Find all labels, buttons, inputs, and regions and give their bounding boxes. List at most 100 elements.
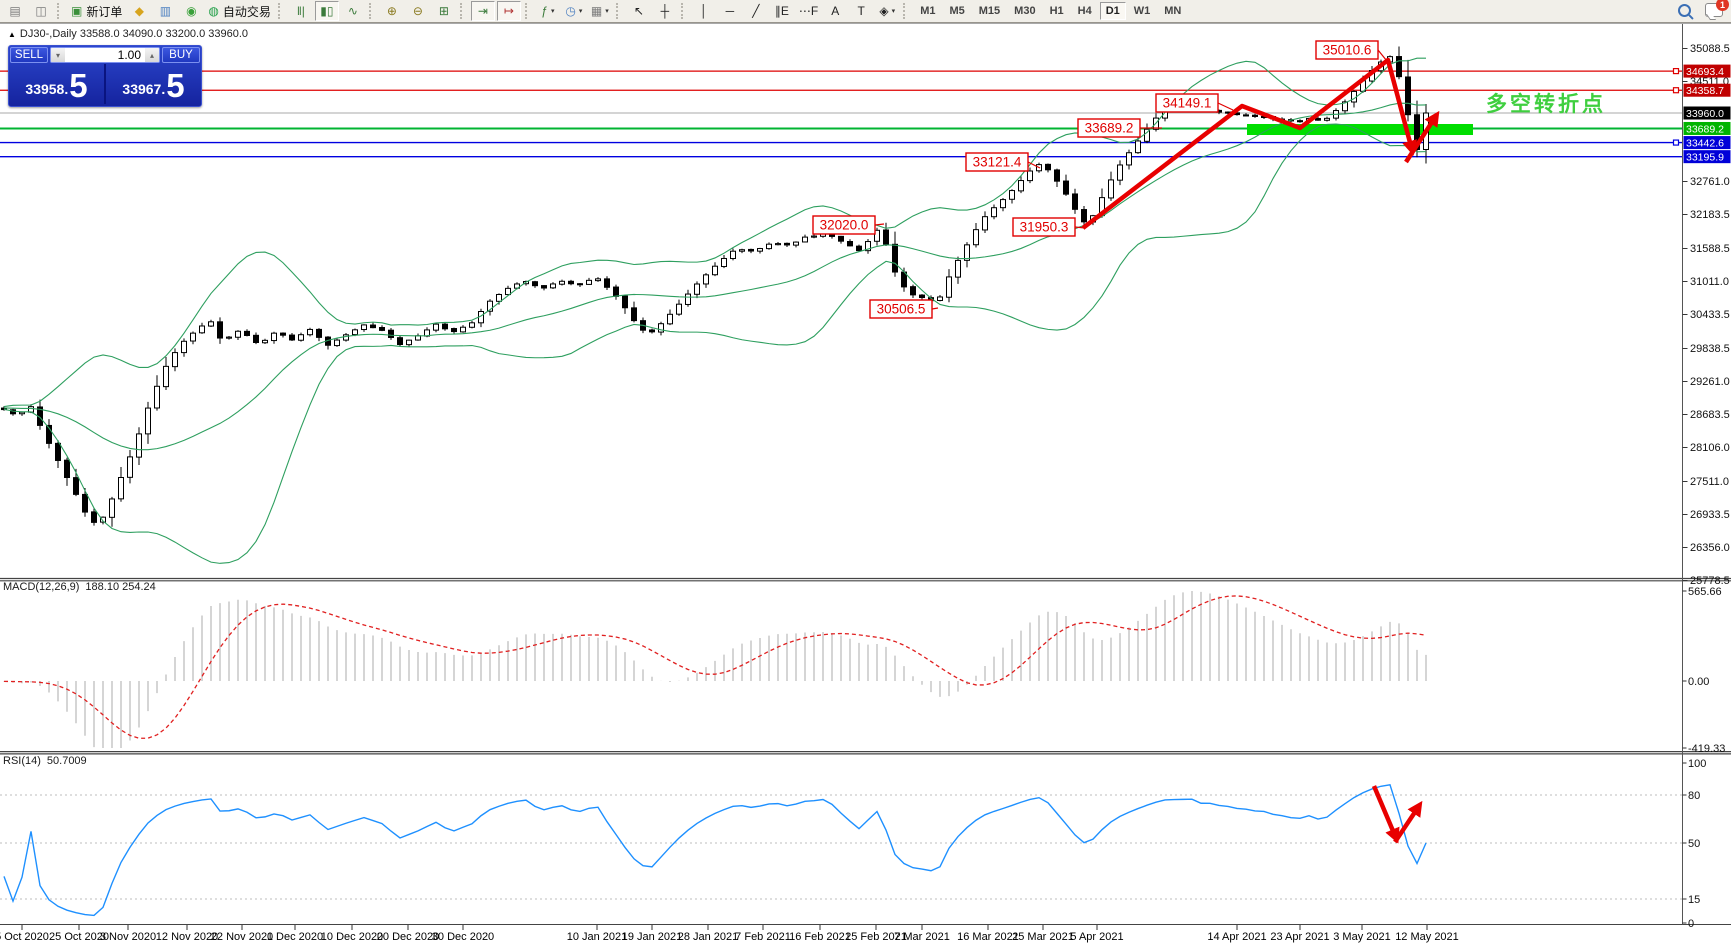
zoom-out-button[interactable]: ⊖: [406, 1, 430, 21]
sell-button[interactable]: SELL: [10, 47, 48, 63]
candle-body: [388, 329, 394, 338]
rsi-drop-arrow[interactable]: [1371, 785, 1400, 844]
trendline-button[interactable]: ╱: [744, 1, 768, 21]
chart-annotation-text[interactable]: 多空转折点: [1486, 93, 1606, 116]
cursor-button[interactable]: ↖: [627, 1, 651, 21]
new-chart-window-button[interactable]: ▤: [3, 1, 27, 21]
templates-button[interactable]: ▦ ▾: [588, 1, 612, 21]
buy-price[interactable]: 33967. 5: [106, 64, 201, 104]
volume-increase-button[interactable]: ▴: [145, 48, 159, 62]
timeframe-h4-button[interactable]: H4: [1077, 5, 1092, 17]
one-click-trading-panel[interactable]: SELL ▾ 1.00 ▴ BUY 33958. 5 33967. 5: [8, 45, 202, 107]
toolbar-separator: [277, 3, 285, 19]
candle-body: [145, 407, 151, 435]
arrows-objects-button[interactable]: ◈ ▾: [875, 1, 899, 21]
price-callout-box[interactable]: [1077, 118, 1141, 138]
level-marker-square: [1672, 139, 1680, 146]
search-icon[interactable]: [1678, 3, 1691, 17]
candle-body: [703, 274, 709, 285]
timeframe-mn-button[interactable]: MN: [1164, 5, 1182, 17]
trend-zigzag-arrow[interactable]: [1081, 57, 1418, 230]
timeframe-h1-button[interactable]: H1: [1049, 5, 1064, 17]
symbol-expand-icon[interactable]: ▲: [8, 30, 16, 39]
vertical-line-button[interactable]: │: [692, 1, 716, 21]
candle-body: [289, 334, 295, 341]
candle-body: [262, 339, 268, 344]
timeframe-m1-button[interactable]: M1: [920, 5, 936, 17]
price-tick-label: 26933.5: [1690, 509, 1730, 521]
zoom-in-button[interactable]: ⊕: [380, 1, 404, 21]
candle-body: [910, 286, 916, 296]
date-label: 3 May 2021: [1333, 931, 1390, 943]
rsi-bounce-arrow[interactable]: [1393, 800, 1423, 844]
tile-windows-button[interactable]: ⊞: [432, 1, 456, 21]
volume-stepper[interactable]: ▾ 1.00 ▴: [50, 47, 160, 63]
text-label-button[interactable]: T: [849, 1, 873, 21]
candle-body: [1072, 193, 1078, 210]
support-highlight-bar[interactable]: [1247, 124, 1473, 135]
arrows-objects-icon: ◈: [879, 4, 889, 18]
candle-body: [559, 280, 565, 285]
zoom-in-icon: ⊕: [386, 4, 397, 18]
macd-signal-line: [3, 595, 1427, 739]
bounce-arrow[interactable]: [1404, 110, 1440, 164]
price-callout-box[interactable]: [1315, 40, 1379, 60]
candle-body: [946, 276, 952, 298]
price-level-tag-label: 33960.0: [1686, 108, 1724, 120]
sell-price[interactable]: 33958. 5: [9, 64, 104, 104]
volume-input[interactable]: 1.00: [117, 48, 141, 62]
market-button[interactable]: ◆: [127, 1, 151, 21]
date-label: 10 Jan 2021: [567, 931, 628, 943]
auto-scroll-button[interactable]: ⇥: [470, 1, 495, 21]
timeframe-m5-button[interactable]: M5: [949, 5, 965, 17]
price-callout-label: 32020.0: [820, 218, 869, 233]
timeframe-m15-button[interactable]: M15: [978, 5, 1001, 17]
text-button[interactable]: A: [823, 1, 847, 21]
bollinger-upper-band: [3, 57, 1427, 408]
price-callout-box[interactable]: [812, 215, 876, 235]
price-callout-box[interactable]: [1155, 93, 1219, 113]
candle-body: [937, 296, 943, 301]
window-preview-button[interactable]: ◫: [29, 1, 53, 21]
equidistant-channel-button[interactable]: ∥E: [770, 1, 794, 21]
date-label: 12 May 2021: [1395, 931, 1459, 943]
fibonacci-button[interactable]: ⋯F: [796, 1, 821, 21]
horizontal-line-button[interactable]: ─: [718, 1, 742, 21]
candle-body: [622, 295, 628, 309]
price-tick-label: 28683.5: [1690, 409, 1730, 421]
candles-chart-type-button[interactable]: ▮▯: [314, 1, 339, 21]
crosshair-button[interactable]: ┼: [653, 1, 677, 21]
new-order-button[interactable]: ▣ 新订单: [68, 1, 125, 21]
candle-body: [73, 477, 79, 495]
price-tick-label: 27511.0: [1690, 476, 1729, 488]
economic-calendar-button[interactable]: ▥: [153, 1, 177, 21]
bars-chart-type-button[interactable]: ‖|: [289, 1, 313, 21]
timeframe-w1-button[interactable]: W1: [1133, 5, 1151, 17]
date-label: 25 Oct 2020: [49, 931, 109, 943]
indicators-button[interactable]: ƒ ▾: [536, 1, 560, 21]
toolbar-separator: [459, 3, 467, 19]
periods-button[interactable]: ◷ ▾: [562, 1, 586, 21]
buy-button[interactable]: BUY: [162, 47, 200, 63]
signals-button[interactable]: ◉: [179, 1, 203, 21]
timeframe-m30-button[interactable]: M30: [1014, 5, 1036, 17]
candle-body: [721, 257, 727, 268]
buy-price-main: 33967.: [122, 81, 166, 97]
price-callout-box[interactable]: [1012, 217, 1076, 237]
price-callout-label: 33689.2: [1085, 121, 1134, 136]
line-chart-type-button[interactable]: ∿: [341, 1, 365, 21]
chart-shift-button[interactable]: ↦: [496, 1, 521, 21]
timeframe-d1-button[interactable]: D1: [1099, 2, 1126, 20]
price-tick-label: 31011.0: [1690, 276, 1729, 288]
autotrading-button[interactable]: ◍ 自动交易: [205, 1, 274, 21]
notifications-icon[interactable]: 1: [1705, 0, 1729, 17]
candle-body: [19, 411, 25, 415]
price-callout-box[interactable]: [869, 299, 933, 319]
candle-body: [667, 313, 673, 325]
bollinger-lower-band: [3, 123, 1427, 564]
price-callout-box[interactable]: [965, 152, 1029, 172]
candle-body: [685, 293, 691, 305]
volume-decrease-button[interactable]: ▾: [51, 48, 65, 62]
candle-body: [154, 385, 160, 409]
